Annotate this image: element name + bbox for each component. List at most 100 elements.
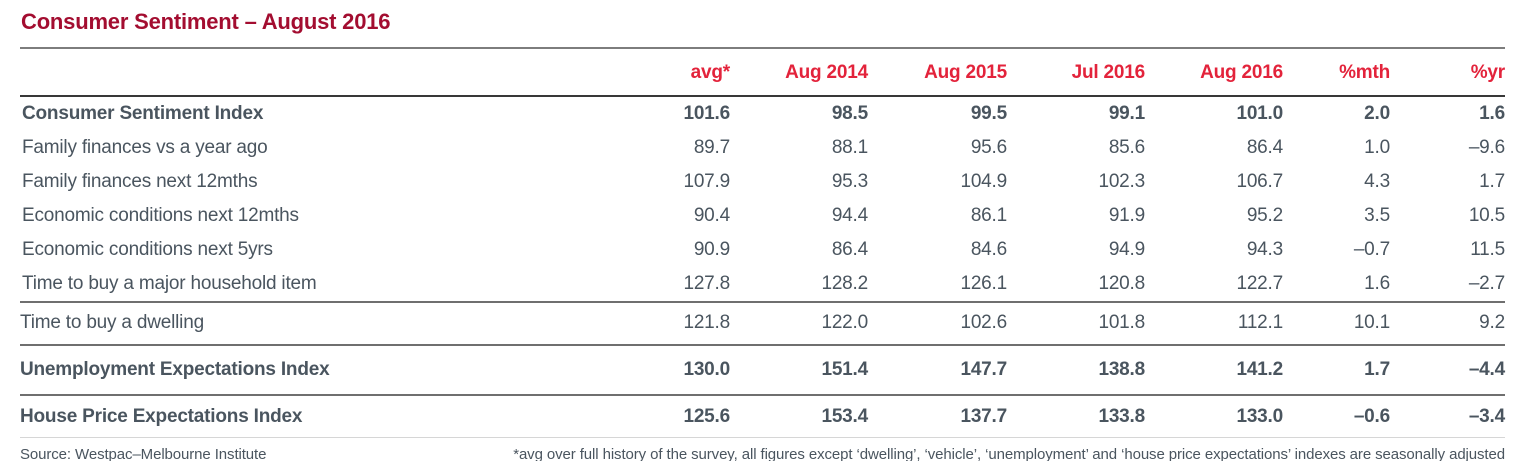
footer: Source: Westpac–Melbourne Institute *avg…: [20, 446, 1505, 461]
row-label: Consumer Sentiment Index: [22, 103, 264, 124]
cell-jul-2016: 94.9: [1108, 239, 1145, 260]
cell-aug-2016: 86.4: [1246, 137, 1283, 158]
cell-aug-2014: 153.4: [821, 406, 868, 427]
cell-pct-mth: 10.1: [1353, 312, 1390, 333]
row-label: Economic conditions next 12mths: [22, 205, 299, 226]
cell-aug-2016: 141.2: [1236, 359, 1283, 380]
row-label: House Price Expectations Index: [20, 406, 303, 427]
section-unemployment-expectations: Unemployment Expectations Index 130.0 15…: [20, 345, 1505, 395]
cell-aug-2014: 98.5: [831, 103, 868, 124]
cell-aug-2014: 88.1: [831, 137, 868, 158]
source-attribution: Source: Westpac–Melbourne Institute: [20, 446, 267, 461]
cell-aug-2014: 86.4: [831, 239, 868, 260]
cell-aug-2016: 101.0: [1236, 103, 1283, 124]
table-row: Consumer Sentiment Index 101.6 98.5 99.5…: [20, 96, 1505, 131]
cell-aug-2016: 106.7: [1236, 171, 1283, 192]
page-title: Consumer Sentiment – August 2016: [21, 9, 391, 34]
cell-jul-2016: 91.9: [1108, 205, 1145, 226]
cell-jul-2016: 133.8: [1098, 406, 1145, 427]
cell-pct-yr: –9.6: [1468, 137, 1505, 158]
header-spacer: [20, 48, 600, 97]
cell-aug-2015: 147.7: [960, 359, 1007, 380]
cell-avg: 127.8: [683, 273, 730, 294]
cell-pct-mth: 4.3: [1364, 171, 1390, 192]
cell-pct-yr: 1.6: [1479, 103, 1505, 124]
table-row: Time to buy a dwelling 121.8 122.0 102.6…: [20, 302, 1505, 345]
cell-aug-2016: 112.1: [1237, 312, 1283, 333]
table-row: Economic conditions next 5yrs 90.9 86.4 …: [20, 233, 1505, 267]
footnote: *avg over full history of the survey, al…: [513, 446, 1505, 461]
cell-aug-2015: 102.6: [960, 312, 1007, 333]
cell-aug-2014: 122.0: [821, 312, 868, 333]
section-dwelling: Time to buy a dwelling 121.8 122.0 102.6…: [20, 302, 1505, 345]
cell-avg: 89.7: [693, 137, 730, 158]
cell-pct-mth: –0.6: [1353, 406, 1390, 427]
column-header-aug-2015: Aug 2015: [868, 48, 1007, 97]
section-sentiment-components: Consumer Sentiment Index 101.6 98.5 99.5…: [20, 96, 1505, 302]
column-header-aug-2016: Aug 2016: [1145, 48, 1283, 97]
cell-jul-2016: 101.8: [1098, 312, 1145, 333]
column-header-aug-2014: Aug 2014: [730, 48, 868, 97]
cell-pct-yr: 1.7: [1479, 171, 1505, 192]
cell-pct-mth: 3.5: [1364, 205, 1390, 226]
cell-pct-yr: –3.4: [1468, 406, 1505, 427]
cell-pct-yr: 9.2: [1479, 312, 1505, 333]
cell-jul-2016: 99.1: [1108, 103, 1145, 124]
table-row: House Price Expectations Index 125.6 153…: [20, 395, 1505, 438]
cell-aug-2016: 122.7: [1236, 273, 1283, 294]
cell-aug-2016: 133.0: [1236, 406, 1283, 427]
cell-pct-mth: 1.0: [1364, 137, 1390, 158]
cell-avg: 90.4: [693, 205, 730, 226]
column-header-jul-2016: Jul 2016: [1007, 48, 1145, 97]
cell-aug-2015: 95.6: [970, 137, 1007, 158]
row-label: Family finances next 12mths: [22, 171, 258, 192]
report-page: Consumer Sentiment – August 2016 avg* Au…: [0, 9, 1525, 461]
table-row: Family finances next 12mths 107.9 95.3 1…: [20, 165, 1505, 199]
cell-pct-mth: 1.7: [1364, 359, 1390, 380]
row-label: Unemployment Expectations Index: [20, 359, 330, 380]
cell-jul-2016: 138.8: [1098, 359, 1145, 380]
consumer-sentiment-table: avg* Aug 2014 Aug 2015 Jul 2016 Aug 2016…: [20, 47, 1505, 438]
cell-pct-mth: 1.6: [1364, 273, 1390, 294]
cell-pct-mth: 2.0: [1364, 103, 1390, 124]
cell-aug-2015: 104.9: [960, 171, 1007, 192]
row-label: Family finances vs a year ago: [22, 137, 268, 158]
cell-jul-2016: 102.3: [1098, 171, 1145, 192]
cell-pct-yr: –2.7: [1468, 273, 1505, 294]
cell-aug-2015: 137.7: [960, 406, 1007, 427]
column-header-pct-yr: %yr: [1390, 48, 1505, 97]
cell-pct-mth: –0.7: [1353, 239, 1390, 260]
table-row: Time to buy a major household item 127.8…: [20, 267, 1505, 302]
cell-aug-2014: 94.4: [831, 205, 868, 226]
cell-avg: 125.6: [683, 406, 730, 427]
table-header: avg* Aug 2014 Aug 2015 Jul 2016 Aug 2016…: [20, 48, 1505, 97]
section-house-price-expectations: House Price Expectations Index 125.6 153…: [20, 395, 1505, 438]
column-header-avg: avg*: [600, 48, 730, 97]
cell-avg: 90.9: [693, 239, 730, 260]
header-row: avg* Aug 2014 Aug 2015 Jul 2016 Aug 2016…: [20, 48, 1505, 97]
cell-jul-2016: 120.8: [1098, 273, 1145, 294]
cell-pct-yr: 11.5: [1470, 239, 1505, 260]
cell-aug-2016: 95.2: [1246, 205, 1283, 226]
cell-jul-2016: 85.6: [1108, 137, 1145, 158]
cell-avg: 107.9: [683, 171, 730, 192]
row-label: Time to buy a dwelling: [20, 312, 204, 333]
table-row: Economic conditions next 12mths 90.4 94.…: [20, 199, 1505, 233]
cell-avg: 130.0: [683, 359, 730, 380]
cell-aug-2014: 128.2: [821, 273, 868, 294]
cell-aug-2015: 126.1: [960, 273, 1007, 294]
cell-pct-yr: 10.5: [1468, 205, 1505, 226]
cell-aug-2015: 99.5: [970, 103, 1007, 124]
column-header-pct-mth: %mth: [1283, 48, 1390, 97]
row-label: Time to buy a major household item: [22, 273, 317, 294]
cell-aug-2014: 95.3: [831, 171, 868, 192]
cell-avg: 121.8: [683, 312, 730, 333]
table-row: Family finances vs a year ago 89.7 88.1 …: [20, 131, 1505, 165]
table-row: Unemployment Expectations Index 130.0 15…: [20, 345, 1505, 395]
row-label: Economic conditions next 5yrs: [22, 239, 273, 260]
cell-aug-2014: 151.4: [821, 359, 868, 380]
cell-aug-2015: 86.1: [970, 205, 1007, 226]
cell-avg: 101.6: [683, 103, 730, 124]
cell-pct-yr: –4.4: [1468, 359, 1505, 380]
cell-aug-2015: 84.6: [970, 239, 1007, 260]
